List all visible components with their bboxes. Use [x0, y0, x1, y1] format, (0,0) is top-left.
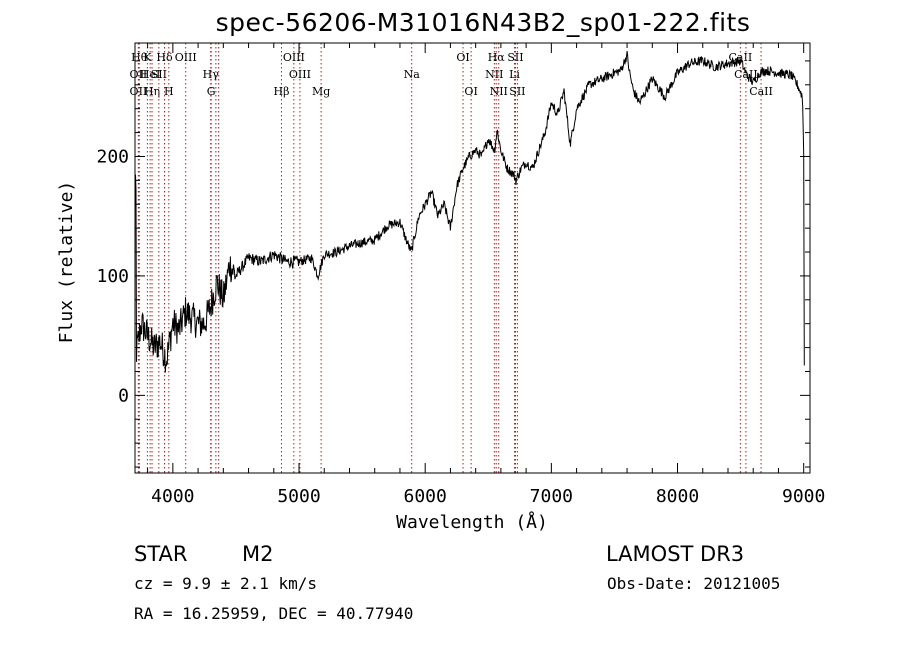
spectrum-series-line [134, 50, 805, 373]
line-marker-label: NII [485, 68, 503, 81]
line-marker-label: SII [507, 51, 523, 64]
line-marker-label: OI [456, 51, 469, 64]
x-axis-label: Wavelength (Å) [396, 511, 548, 533]
x-tick-label: 7000 [530, 486, 573, 507]
line-marker-label: Li [509, 68, 520, 81]
line-marker-label: Na [404, 68, 421, 81]
x-tick-label: 9000 [782, 486, 825, 507]
observation-date: Obs-Date: 20121005 [607, 574, 781, 593]
y-axis-label: Flux (relative) [56, 181, 77, 344]
line-marker-label: NII [490, 85, 508, 98]
line-marker-label: CaII [734, 68, 758, 81]
line-marker-label: G [207, 85, 216, 98]
line-marker-label: HeI [140, 68, 160, 81]
chart-title: spec-56206-M31016N43B2_sp01-222.fits [215, 8, 751, 37]
x-tick-label: 8000 [656, 486, 699, 507]
line-marker-label: SII [151, 68, 167, 81]
line-marker-label: OI [464, 85, 477, 98]
line-marker-label: OII [130, 85, 148, 98]
x-tick-label: 6000 [404, 486, 447, 507]
line-marker-label: OIII [175, 51, 197, 64]
line-marker-label: Hγ [203, 68, 220, 81]
redshift-value: cz = 9.9 ± 2.1 km/s [134, 574, 318, 593]
coordinates: RA = 16.25959, DEC = 40.77940 [134, 604, 414, 623]
line-marker-label: H [164, 85, 174, 98]
axis-ticks: 4000 5000 6000 7000 8000 9000 0 100 200 [96, 43, 825, 507]
line-marker-label: K [143, 51, 152, 64]
line-marker-label: Hη [144, 85, 160, 98]
x-tick-label: 5000 [277, 486, 320, 507]
line-marker-label: SII [509, 85, 525, 98]
survey-label: LAMOST DR3 [606, 542, 745, 566]
object-class: STAR [134, 542, 188, 566]
line-marker-label: OIII [283, 51, 305, 64]
y-tick-label: 100 [96, 266, 129, 287]
object-subclass: M2 [242, 542, 274, 566]
plot-frame [134, 42, 811, 474]
x-tick-label: 4000 [151, 486, 194, 507]
line-marker-label: CaII [749, 85, 773, 98]
line-marker-label: Hδ [156, 51, 173, 64]
y-tick-label: 200 [96, 146, 129, 167]
line-marker-label: Hα [488, 51, 506, 64]
y-tick-label: 0 [118, 385, 129, 406]
line-marker-label: Mg [312, 85, 330, 98]
line-marker-label: Hβ [274, 85, 290, 98]
line-marker-label: OII [130, 68, 148, 81]
line-marker-label: OIII [289, 68, 311, 81]
